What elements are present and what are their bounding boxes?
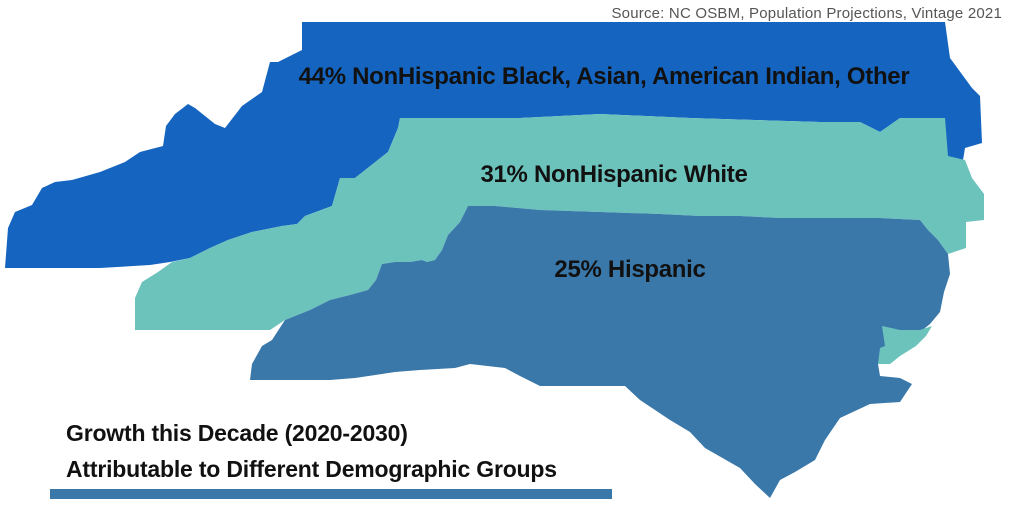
map-band-hispanic — [250, 206, 950, 498]
caption-line-1: Growth this Decade (2020-2030) — [66, 420, 408, 446]
caption-underline — [50, 489, 612, 499]
map-band-nonhispanic-black-asian-american-indian-other — [5, 22, 982, 268]
band-label-nonhispanic-black-asian-american-indian-other: 44% NonHispanic Black, Asian, American I… — [298, 63, 910, 90]
source-note: Source: NC OSBM, Population Projections,… — [611, 5, 1002, 22]
caption: Growth this Decade (2020-2030) Attributa… — [66, 415, 557, 487]
map-band-nonhispanic-white-coast — [878, 326, 932, 364]
caption-line-2: Attributable to Different Demographic Gr… — [66, 456, 557, 482]
band-label-nonhispanic-white: 31% NonHispanic White — [480, 161, 748, 188]
band-label-hispanic: 25% Hispanic — [554, 256, 706, 283]
map-band-nonhispanic-white — [135, 114, 984, 330]
